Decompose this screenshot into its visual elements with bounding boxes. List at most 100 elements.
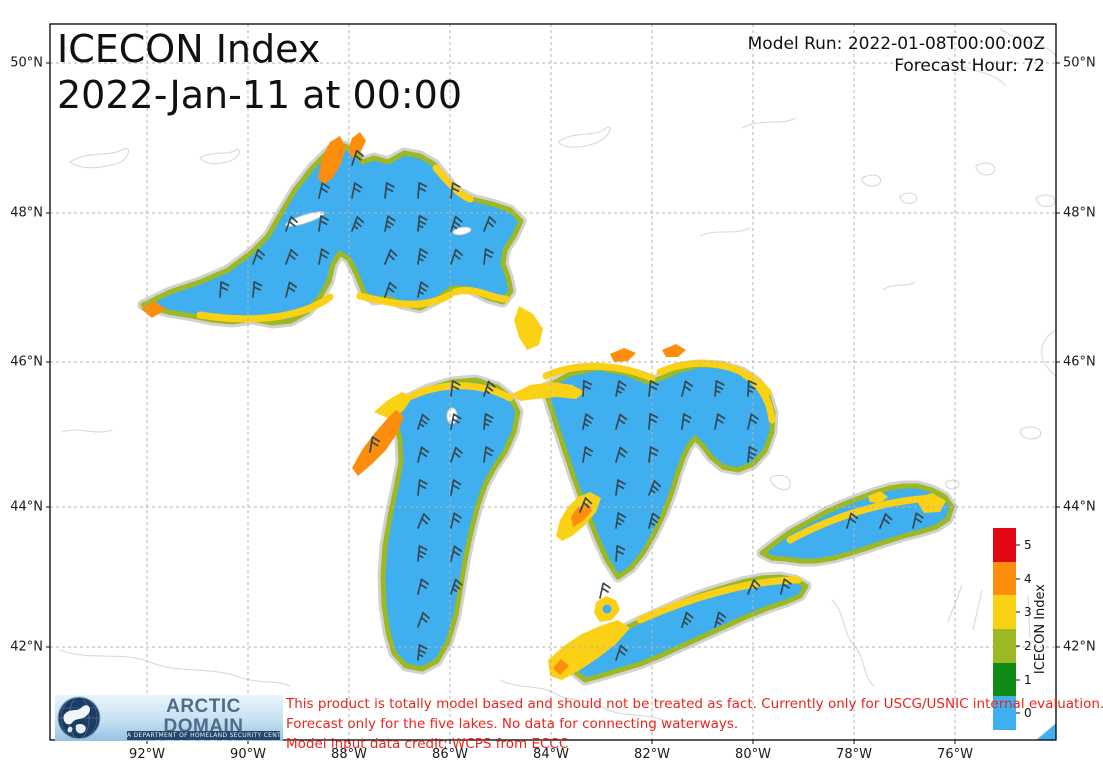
wind-barb [417, 413, 430, 430]
wind-barb [318, 248, 330, 265]
lat-label-left: 42°N [10, 639, 43, 655]
wind-barb-glyph [417, 644, 428, 661]
coastline [947, 57, 1007, 87]
wind-barb-glyph [846, 512, 859, 529]
wind-barb-glyph [450, 479, 462, 496]
wind-barb-glyph [582, 380, 593, 397]
wind-barb [450, 182, 461, 199]
ice-patch [662, 344, 686, 357]
wind-barb [747, 413, 759, 430]
wind-barb [615, 380, 627, 397]
ice-patch [915, 493, 946, 513]
wind-barb [450, 248, 463, 265]
colorbar-block [993, 629, 1016, 664]
wind-barb [450, 380, 461, 397]
colorbar-tick-label: 3 [1024, 605, 1032, 620]
plot-title-line2: 2022-Jan-11 at 00:00 [57, 73, 463, 117]
wind-barb [615, 644, 628, 661]
coastline [1041, 329, 1056, 377]
ice-edge-yellow [356, 291, 454, 308]
wind-barb [483, 446, 494, 463]
wind-barb [747, 579, 761, 595]
wind-barb [285, 215, 298, 232]
wind-barb-glyph [285, 248, 298, 265]
wind-barb-glyph [879, 513, 893, 529]
wind-barb-glyph [351, 215, 365, 232]
wind-barb-glyph [417, 545, 428, 562]
lat-label-right: 46°N [1063, 354, 1096, 370]
model-run-info: Model Run: 2022-01-08T00:00:00Z Forecast… [748, 33, 1045, 77]
colorbar-tick-label: 4 [1024, 571, 1032, 586]
wind-barb [615, 446, 628, 463]
wind-barb [483, 216, 497, 232]
plot-title: ICECON Index 2022-Jan-11 at 00:00 [57, 26, 462, 118]
lake-huron [542, 362, 776, 580]
wind-barb-glyph [318, 182, 330, 199]
wind-barb-glyph [780, 578, 792, 595]
wind-barb-glyph [483, 216, 497, 232]
coastline [975, 162, 996, 176]
lat-label-right: 42°N [1063, 639, 1096, 655]
logo-tagline: A DEPARTMENT OF HOMELAND SECURITY CENTER… [127, 731, 280, 740]
coastline [882, 281, 916, 291]
lon-label: 82°W [634, 747, 670, 762]
wind-barb [318, 182, 330, 199]
lon-label: 86°W [432, 747, 468, 762]
wind-barb-glyph [417, 182, 428, 199]
wind-barb-glyph [450, 380, 461, 397]
wind-barb-glyph [417, 479, 428, 496]
colorbar-tick [1016, 544, 1020, 546]
ice-patch [348, 132, 366, 158]
wind-barb [285, 281, 297, 298]
coastline [769, 474, 791, 491]
wind-barb [417, 513, 431, 529]
coastline [899, 192, 918, 205]
colorbar-tick [1016, 679, 1020, 680]
lon-label: 84°W [533, 747, 569, 762]
wind-barb-glyph [318, 248, 330, 265]
wind-barb [351, 215, 365, 232]
wind-barb-glyph [384, 182, 395, 199]
ice-patch [868, 491, 888, 503]
wind-barb [648, 512, 661, 529]
lon-label: 88°W [331, 747, 367, 762]
wind-barb [219, 281, 230, 298]
coastline [999, 27, 1056, 57]
colorbar-tick [1016, 611, 1020, 613]
ice-patch [548, 620, 630, 680]
wind-barb [450, 578, 463, 595]
coastline [69, 147, 130, 169]
ice-patch [553, 659, 569, 675]
wind-barb [780, 578, 792, 595]
lon-label: 80°W [735, 747, 771, 762]
coastline [945, 479, 960, 490]
wind-barb [846, 512, 859, 529]
disclaimer: This product is totally model based and … [286, 694, 1103, 754]
wind-barb-glyph [450, 248, 463, 265]
disclaimer-line3: Model input data credit: WCPS from ECCC [286, 736, 569, 752]
wind-barb [318, 215, 329, 232]
lat-label-left: 48°N [10, 205, 43, 221]
coastline [61, 429, 113, 433]
colorbar-tick-label: 5 [1024, 537, 1032, 552]
wind-barb-glyph [714, 611, 727, 628]
wind-barb-glyph [285, 215, 298, 232]
wind-barb [912, 512, 924, 529]
wind-barb-glyph [483, 248, 494, 265]
wind-barb [615, 479, 626, 496]
wind-barb [351, 149, 364, 166]
coastline [499, 679, 669, 723]
coastline [831, 599, 875, 687]
globe-icon [57, 696, 101, 740]
coastline [699, 227, 751, 237]
lat-label-right: 50°N [1063, 55, 1096, 71]
wind-barb-glyph [417, 611, 430, 628]
wind-barb [483, 380, 496, 397]
island [452, 226, 472, 236]
wind-barb [417, 644, 428, 661]
ice-edge-yellow [408, 382, 514, 402]
wind-barb [417, 446, 429, 463]
colorbar-tick-label: 1 [1024, 672, 1032, 687]
wind-barb-glyph [648, 380, 659, 397]
wind-barb [879, 513, 893, 529]
